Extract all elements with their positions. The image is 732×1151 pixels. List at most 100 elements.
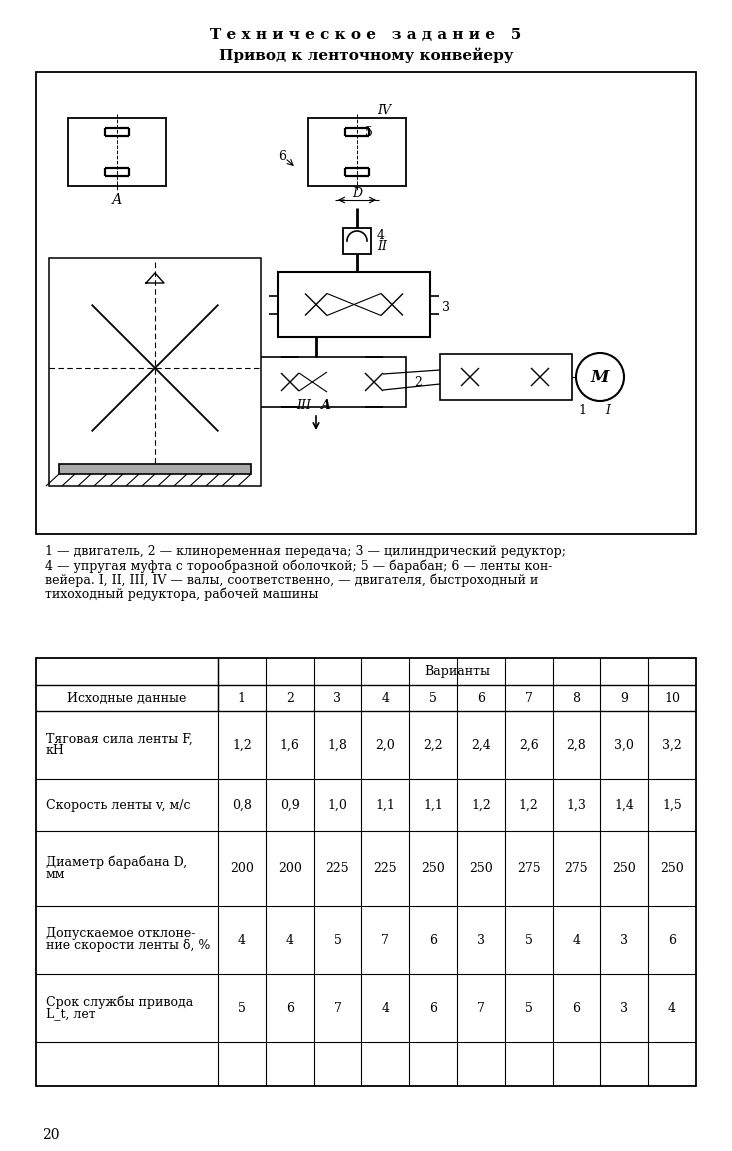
- Bar: [258, 357, 406, 407]
- Bar: [36, 658, 696, 1087]
- Text: 6: 6: [429, 1001, 437, 1014]
- Text: мм: мм: [46, 868, 65, 881]
- Bar: [49, 258, 261, 486]
- Text: 8: 8: [572, 692, 580, 704]
- Text: III: III: [296, 398, 311, 412]
- Text: 7: 7: [525, 692, 533, 704]
- Text: 0,9: 0,9: [280, 799, 299, 811]
- Text: Тяговая сила ленты F,: Тяговая сила ленты F,: [46, 732, 193, 746]
- Text: 2,6: 2,6: [519, 739, 539, 752]
- Bar: [278, 272, 430, 337]
- Text: 3: 3: [334, 692, 342, 704]
- Text: 200: 200: [277, 862, 302, 875]
- Text: 2,8: 2,8: [567, 739, 586, 752]
- Text: 275: 275: [517, 862, 540, 875]
- Text: 1,2: 1,2: [519, 799, 539, 811]
- Text: Исходные данные: Исходные данные: [67, 692, 187, 704]
- Text: 1,5: 1,5: [662, 799, 682, 811]
- Text: 250: 250: [421, 862, 445, 875]
- Text: 9: 9: [620, 692, 628, 704]
- Text: 200: 200: [230, 862, 254, 875]
- Bar: [440, 355, 572, 401]
- Text: 6: 6: [285, 1001, 294, 1014]
- Text: 1,2: 1,2: [471, 799, 490, 811]
- Text: 6: 6: [477, 692, 485, 704]
- Text: 1: 1: [238, 692, 246, 704]
- Bar: [343, 228, 371, 254]
- Text: II: II: [377, 241, 387, 253]
- Text: 1: 1: [578, 404, 586, 417]
- Text: 3: 3: [620, 933, 628, 946]
- Text: 1 — двигатель, 2 — клиноременная передача; 3 — цилиндрический редуктор;: 1 — двигатель, 2 — клиноременная передач…: [45, 546, 566, 558]
- Text: 3: 3: [477, 933, 485, 946]
- Text: А: А: [112, 193, 122, 207]
- Text: 250: 250: [613, 862, 636, 875]
- Text: 2,2: 2,2: [423, 739, 443, 752]
- Text: 6: 6: [668, 933, 676, 946]
- Text: 3,2: 3,2: [662, 739, 682, 752]
- Text: 2,0: 2,0: [376, 739, 395, 752]
- Text: 1,8: 1,8: [327, 739, 348, 752]
- Circle shape: [576, 353, 624, 401]
- Text: 250: 250: [660, 862, 684, 875]
- Text: 6: 6: [278, 150, 286, 162]
- Text: 1,0: 1,0: [327, 799, 348, 811]
- Text: IV: IV: [377, 104, 391, 116]
- Text: 2: 2: [285, 692, 294, 704]
- Text: 4: 4: [285, 933, 294, 946]
- Text: 4: 4: [572, 933, 580, 946]
- Text: 1,6: 1,6: [280, 739, 299, 752]
- Text: 5: 5: [429, 692, 437, 704]
- Text: 5: 5: [334, 933, 341, 946]
- Text: I: I: [605, 404, 610, 417]
- Text: 225: 225: [326, 862, 349, 875]
- Text: 1,1: 1,1: [376, 799, 395, 811]
- Text: 4: 4: [238, 933, 246, 946]
- Text: 225: 225: [373, 862, 397, 875]
- Text: 0,8: 0,8: [232, 799, 252, 811]
- Text: Скорость ленты v, м/с: Скорость ленты v, м/с: [46, 799, 190, 811]
- Text: Т е х н и ч е с к о е   з а д а н и е   5: Т е х н и ч е с к о е з а д а н и е 5: [210, 28, 522, 41]
- Text: 275: 275: [564, 862, 589, 875]
- Text: Допускаемое отклоне-: Допускаемое отклоне-: [46, 928, 195, 940]
- Text: M: M: [591, 368, 609, 386]
- Text: 5: 5: [525, 1001, 533, 1014]
- Text: 1,1: 1,1: [423, 799, 443, 811]
- Circle shape: [110, 323, 200, 413]
- Text: А: А: [321, 398, 331, 412]
- Text: вейера. I, II, III, IV — валы, соответственно, — двигателя, быстроходный и: вейера. I, II, III, IV — валы, соответст…: [45, 573, 538, 587]
- Text: 7: 7: [334, 1001, 341, 1014]
- Text: 5: 5: [365, 125, 373, 138]
- Text: D: D: [352, 186, 362, 199]
- Text: L_t, лет: L_t, лет: [46, 1007, 96, 1021]
- Text: 6: 6: [429, 933, 437, 946]
- Text: Привод к ленточному конвейеру: Привод к ленточному конвейеру: [219, 47, 513, 63]
- Bar: [68, 119, 166, 186]
- Text: 10: 10: [664, 692, 680, 704]
- Text: 3,0: 3,0: [614, 739, 634, 752]
- Text: Диаметр барабана D,: Диаметр барабана D,: [46, 855, 187, 869]
- Text: 250: 250: [469, 862, 493, 875]
- Bar: [308, 119, 406, 186]
- Text: 7: 7: [477, 1001, 485, 1014]
- Text: ние скорости ленты δ, %: ние скорости ленты δ, %: [46, 939, 210, 953]
- Bar: [36, 73, 696, 534]
- Text: 5: 5: [525, 933, 533, 946]
- Bar: [59, 464, 251, 474]
- Text: 7: 7: [381, 933, 389, 946]
- Text: Варианты: Варианты: [424, 665, 490, 678]
- Text: 4: 4: [381, 1001, 389, 1014]
- Text: 20: 20: [42, 1128, 59, 1142]
- Text: 1,2: 1,2: [232, 739, 252, 752]
- Text: 4: 4: [381, 692, 389, 704]
- Text: 4: 4: [377, 229, 385, 243]
- Text: 6: 6: [572, 1001, 580, 1014]
- Text: тихоходный редуктора, рабочей машины: тихоходный редуктора, рабочей машины: [45, 587, 318, 601]
- Circle shape: [67, 280, 243, 456]
- Text: 1,3: 1,3: [567, 799, 586, 811]
- Text: Срок службы привода: Срок службы привода: [46, 996, 193, 1008]
- Text: 4 — упругая муфта с торообразной оболочкой; 5 — барабан; 6 — ленты кон-: 4 — упругая муфта с торообразной оболочк…: [45, 559, 553, 572]
- Text: 3: 3: [620, 1001, 628, 1014]
- Text: 1,4: 1,4: [614, 799, 634, 811]
- Text: 2: 2: [414, 375, 422, 389]
